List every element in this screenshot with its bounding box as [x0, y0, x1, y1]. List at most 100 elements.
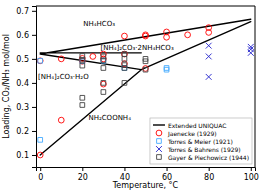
point: [122, 81, 127, 86]
legend-item: Torres & Bahrens (1929): [156, 146, 241, 153]
tick-mark: [32, 131, 36, 132]
tick: 0.6: [16, 31, 36, 40]
point: [143, 66, 149, 72]
tick-label: 0.2: [16, 127, 29, 136]
axis-line: [32, 7, 37, 168]
point: [38, 138, 43, 143]
chart: 0 20 40 60 80 100 0.1 0.2 0.3 0.4 0.5 0.6 0.7 NH₄HCO₃…: [0, 0, 264, 191]
legend-label: Gayer & Piechowicz (1944): [168, 154, 249, 162]
plot: 0 20 40 60 80 100 0.1 0.2 0.3 0.4 0.5 0.6 0.7 NH₄HCO₃…: [16, 6, 259, 182]
tick-label: 0.3: [16, 103, 29, 112]
tick-label: 0.4: [16, 79, 29, 88]
point: [101, 81, 106, 86]
tick-mark: [32, 83, 36, 84]
point: [122, 66, 127, 71]
tick-label: 0.6: [16, 31, 29, 40]
x-axis-title: Temperature, °C: [112, 181, 179, 190]
tick-mark: [32, 11, 36, 12]
tick-mark: [32, 155, 36, 156]
point: [164, 29, 170, 35]
point: [80, 54, 85, 59]
point: [90, 54, 96, 60]
tick-mark: [32, 35, 36, 36]
point: [58, 117, 64, 123]
y-axis-title: Loading, CO₂/NH₃ mol/mol: [2, 34, 11, 139]
phase-label: NH₂COONH₄: [88, 114, 131, 122]
y-axis: 0.1 0.2 0.3 0.4 0.5 0.6 0.7: [16, 7, 36, 168]
frame: [255, 6, 256, 167]
tick: 40: [120, 167, 130, 182]
legend-swatch: [157, 139, 162, 144]
point: [164, 66, 169, 71]
tick-label: 0: [38, 173, 43, 182]
tick: 0.4: [16, 79, 36, 88]
phase-label: [NH₄]₂CO₃·H₂O: [38, 73, 89, 81]
legend-label: Jaenecke (1929): [167, 130, 217, 138]
point: [164, 67, 169, 72]
phase-label: NH₄HCO₃: [83, 20, 115, 28]
point: [122, 33, 128, 39]
point: [80, 63, 85, 68]
legend-swatch: [157, 155, 162, 160]
point: [101, 54, 106, 59]
point: [38, 58, 43, 63]
tick-label: 80: [204, 173, 214, 182]
tick: 0.2: [16, 127, 36, 136]
tick: 0.7: [16, 7, 36, 16]
tick-mark: [209, 167, 210, 171]
tick: 0.5: [16, 55, 36, 64]
point: [122, 63, 127, 68]
tick-mark: [124, 167, 125, 171]
tick-mark: [251, 167, 252, 171]
point: [122, 66, 127, 71]
point: [122, 52, 127, 57]
point: [248, 44, 254, 50]
frame: [36, 6, 255, 7]
tick-label: 0.7: [16, 7, 29, 16]
tick: 0: [38, 167, 43, 182]
marks: [37, 19, 253, 158]
tick-mark: [32, 107, 36, 108]
legend-item: Torres & Meier (1921): [157, 138, 233, 145]
legend-label: Extended UNIQUAC: [168, 122, 226, 129]
point: [185, 32, 191, 38]
legend-frame: [150, 118, 252, 164]
point: [143, 32, 149, 38]
point: [58, 56, 64, 62]
tick: 60: [162, 167, 172, 182]
tick: 100: [244, 167, 259, 182]
legend-swatch: [153, 124, 165, 125]
point: [80, 103, 85, 108]
tick-mark: [82, 167, 83, 171]
tick: 0.1: [16, 151, 36, 160]
point: [206, 25, 212, 31]
legend-item: Gayer & Piechowicz (1944): [157, 154, 249, 162]
tick-mark: [40, 167, 41, 171]
point: [101, 66, 106, 71]
point: [206, 43, 212, 49]
legend-label: Torres & Bahrens (1929): [167, 146, 241, 153]
tick: 0.3: [16, 103, 36, 112]
phase-label: [NH₄]₂CO₃·2NH₄HCO₃: [100, 44, 173, 52]
point: [37, 58, 43, 64]
legend-swatch: [156, 146, 162, 152]
legend-label: Torres & Meier (1921): [167, 138, 233, 145]
tick-label: 0.1: [16, 151, 29, 160]
tick-mark: [32, 59, 36, 60]
annotations: NH₄HCO₃ [NH₄]₂CO₃·2NH₄HCO₃ [NH₄]₂CO₃·H₂O NH…: [38, 20, 174, 122]
tick-label: 0.5: [16, 55, 29, 64]
point: [37, 152, 43, 158]
tick-mark: [167, 167, 168, 171]
legend-item: Extended UNIQUAC: [153, 122, 226, 129]
point: [101, 90, 106, 95]
axis-line: [37, 168, 256, 172]
tick-label: 20: [78, 173, 88, 182]
point: [143, 67, 148, 72]
legend: Extended UNIQUACJaenecke (1929)Torres & …: [150, 118, 252, 164]
point: [206, 54, 212, 60]
legend-item: Jaenecke (1929): [156, 130, 217, 138]
tick: 80: [204, 167, 214, 182]
tick-label: 100: [244, 173, 259, 182]
point: [80, 95, 85, 100]
point: [122, 57, 127, 62]
